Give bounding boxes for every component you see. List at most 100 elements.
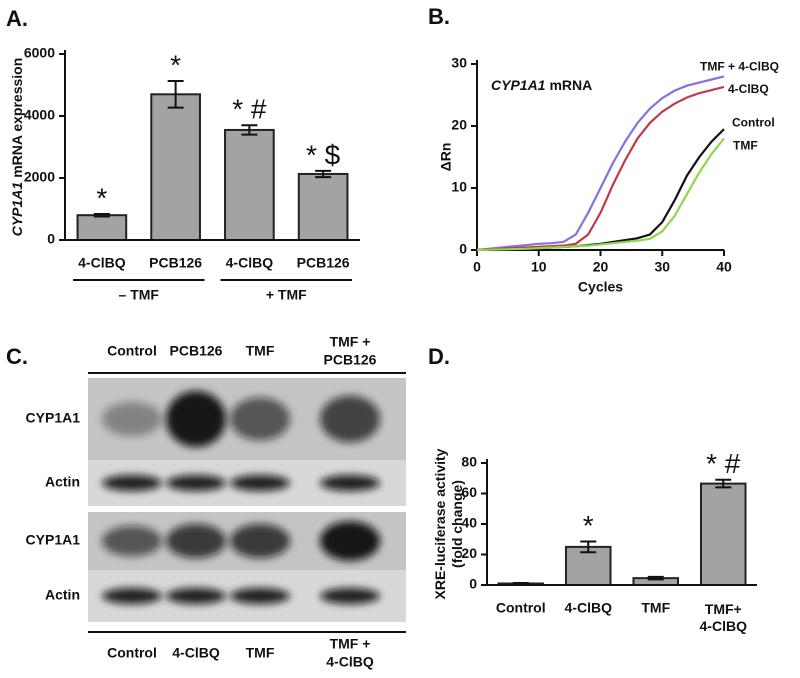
column-label: TMF [246,645,275,661]
column-label: 4-ClBQ [172,645,220,661]
series-line [476,85,725,252]
x-tick-label: 10 [531,259,547,275]
bar [564,545,612,586]
blot-band [102,475,162,491]
group-label: – TMF [119,287,160,303]
panel-label: C. [6,344,28,369]
y-axis-label: CYP1A1 mRNA expression [9,58,25,237]
x-tick-label: 4-ClBQ [700,618,748,634]
series-label: TMF + 4-ClBQ [700,60,779,74]
series-line [476,75,725,252]
y-tick-label: 0 [469,576,477,592]
blot-band [230,523,290,559]
y-tick-label: 6000 [24,45,55,61]
y-tick-label: 60 [461,484,477,500]
column-label: TMF [246,343,275,359]
significance-mark: * # [706,448,741,479]
y-tick-label: 20 [461,545,477,561]
blot-band [230,588,290,604]
x-tick-label: TMF+ [705,601,742,617]
x-tick-label: 40 [716,259,732,275]
column-label: TMF + [330,636,371,652]
x-tick-label: 20 [593,259,609,275]
column-label: PCB126 [170,343,223,359]
bar [699,482,747,586]
x-tick-label: Control [496,600,546,616]
bar [150,93,201,241]
row-label: Actin [45,587,80,603]
panel-label: A. [6,6,28,31]
error-bar [715,478,732,489]
y-tick-label: 30 [451,55,467,71]
bar [297,172,349,241]
y-tick-label: 0 [47,231,55,247]
x-tick-label: 30 [654,259,670,275]
blot-band [230,475,290,491]
x-tick-label: 0 [473,259,481,275]
group-label: + TMF [266,287,307,303]
error-bar [241,124,258,136]
bar [76,214,128,241]
significance-mark: * [96,182,107,213]
y-tick-label: 40 [461,515,477,531]
error-bar [315,169,332,179]
row-label: CYP1A1 [26,410,81,426]
y-axis-label-line: (fold change) [449,480,465,568]
x-tick-label: 4-ClBQ [226,255,274,271]
significance-mark: * $ [306,139,341,170]
annotation-text: mRNA [549,77,592,93]
column-label: Control [107,343,157,359]
significance-mark: * # [232,94,267,125]
blot-band [166,588,226,604]
x-tick-label: 4-ClBQ [565,600,613,616]
annotation-gene: CYP1A1 [491,77,546,93]
y-tick-label: 10 [451,179,467,195]
row-label: CYP1A1 [26,532,81,548]
panel-label: B. [428,4,450,29]
series-label: TMF [733,139,758,153]
y-tick-label: 20 [451,117,467,133]
series-line [476,137,725,252]
column-label: TMF + [330,334,371,350]
column-label: Control [107,645,157,661]
y-axis-label: XRE-luciferase activity(fold change) [432,448,465,599]
blot-band [102,588,162,604]
x-tick-label: 4-ClBQ [78,255,126,271]
row-label: Actin [45,474,80,490]
blot-band [166,523,226,559]
annotation: CYP1A1 mRNA [491,77,592,93]
x-tick-label: TMF [641,600,670,616]
significance-mark: * [583,510,594,541]
x-tick-label: PCB126 [297,255,350,271]
x-axis-label: Cycles [578,279,623,295]
blot-band [230,397,290,441]
error-bar [580,540,597,554]
y-tick-label: 0 [459,241,467,257]
y-axis-label-gene: CYP1A1 [9,182,25,237]
error-bar [512,582,529,585]
blot-band [320,588,380,604]
series-label: 4-ClBQ [728,82,769,96]
x-tick-label: PCB126 [149,255,202,271]
blot-band [320,521,380,561]
y-tick-label: 2000 [24,169,55,185]
bar [224,128,275,241]
y-axis-label-line: XRE-luciferase activity [432,448,448,599]
y-tick-label: 4000 [24,107,55,123]
error-bar [647,575,664,581]
error-bar [93,212,110,218]
y-tick-label: 80 [461,454,477,470]
error-bar [167,79,184,109]
significance-mark: * [170,49,181,80]
column-label: PCB126 [324,352,377,368]
blot-band [102,525,162,557]
blot-band [102,401,162,437]
blot-band [320,395,380,443]
column-label: 4-ClBQ [326,654,374,670]
blot-band [166,475,226,491]
panel-label: D. [428,344,450,369]
blot-band [320,475,380,491]
y-axis-label-text: mRNA expression [9,58,25,178]
blot-band [166,391,226,447]
